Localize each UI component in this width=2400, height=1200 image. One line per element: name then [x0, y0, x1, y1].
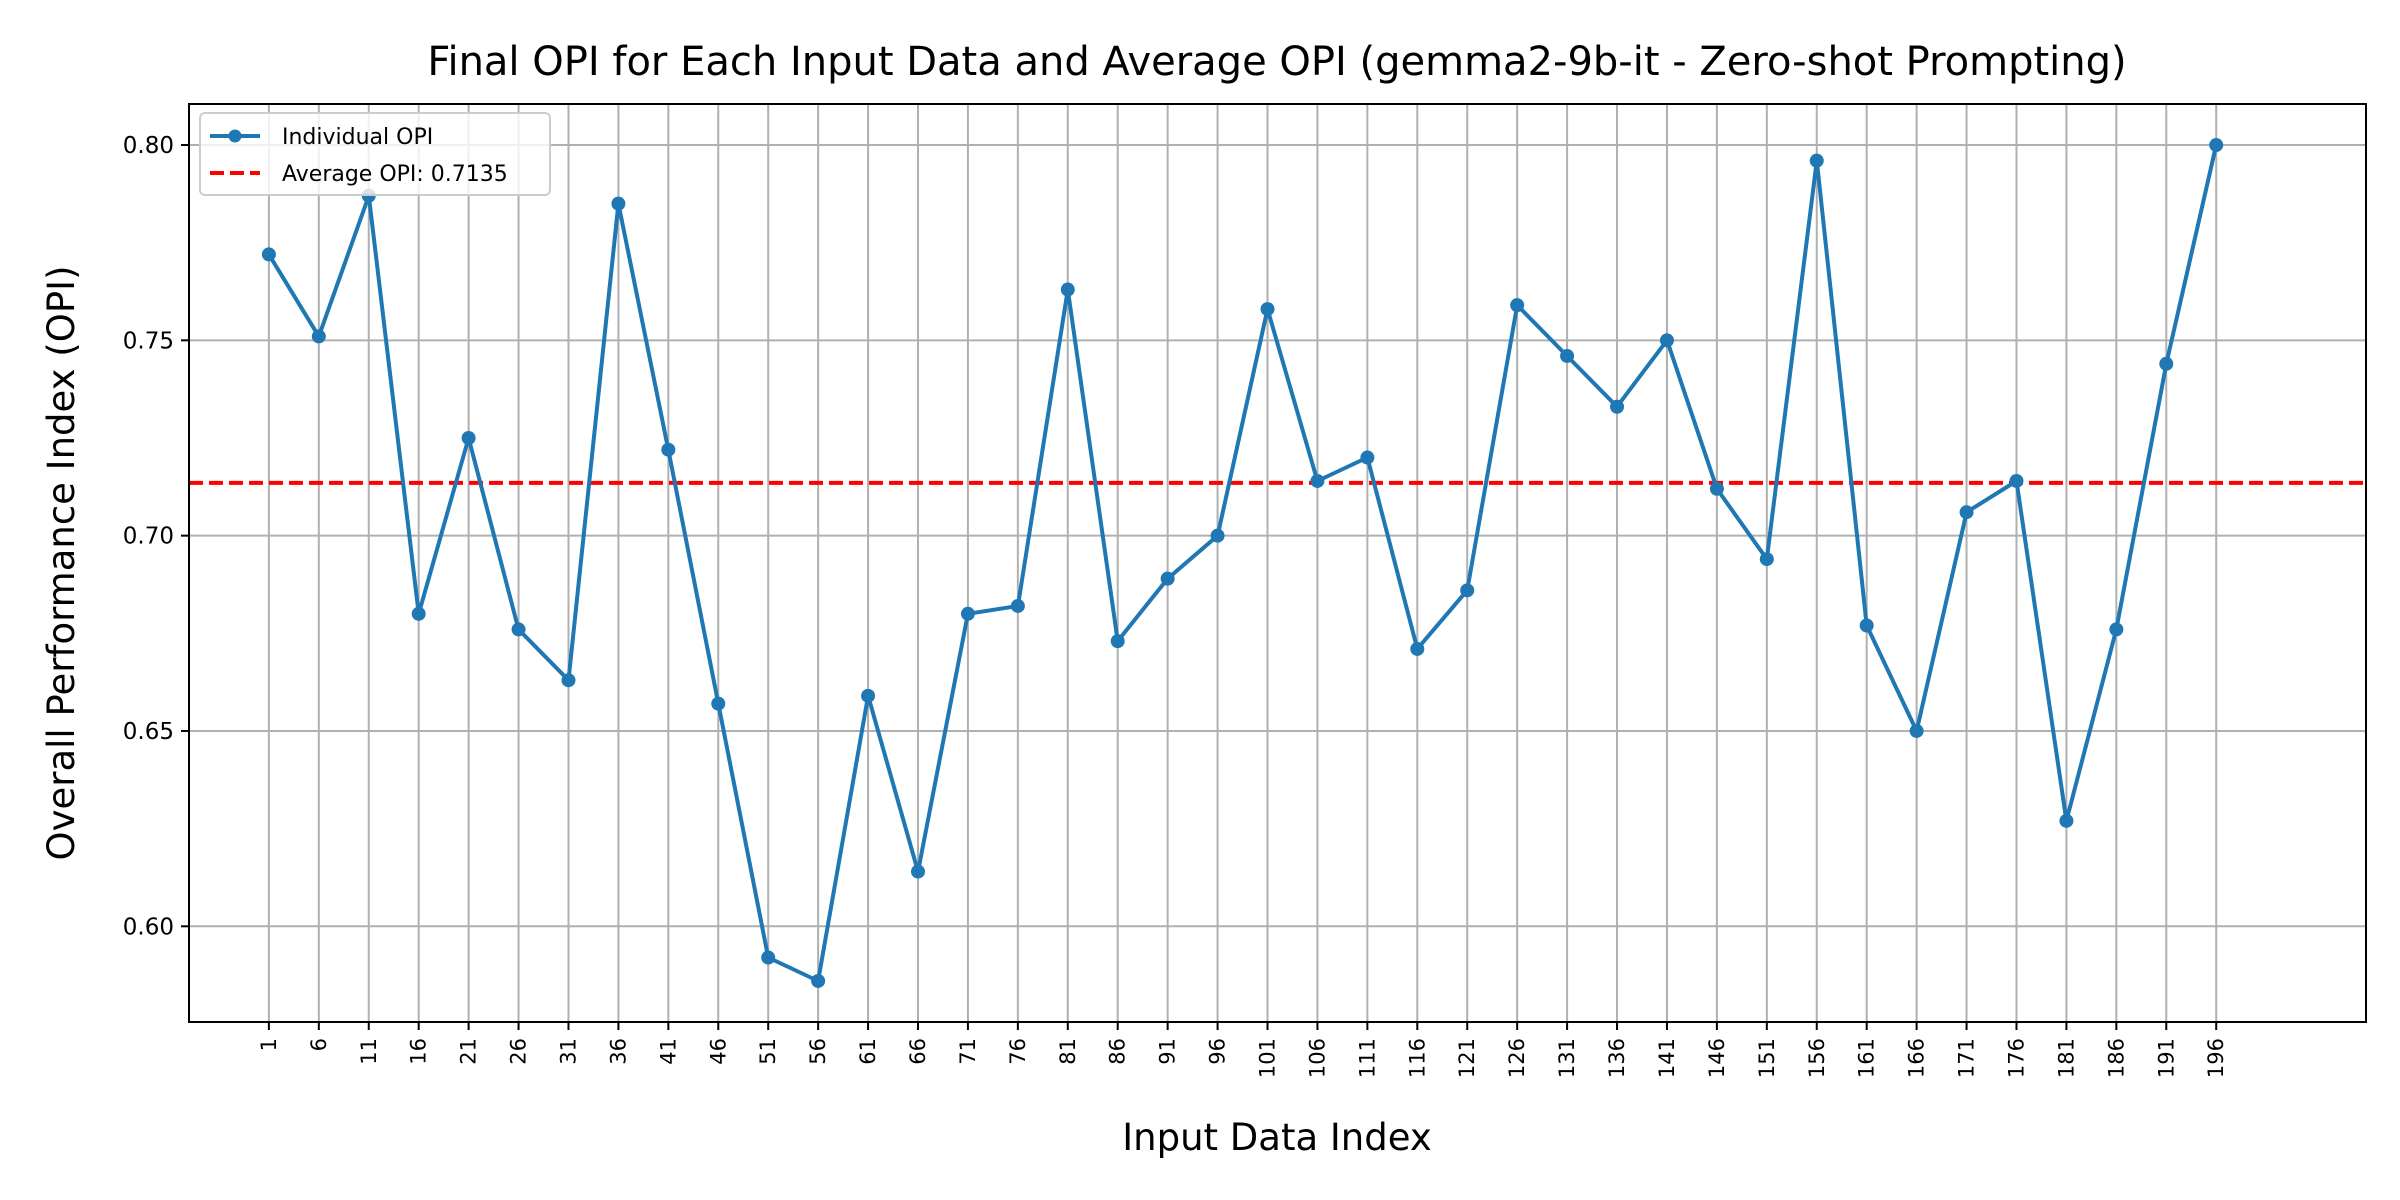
data-point: [411, 606, 426, 621]
data-point: [1659, 333, 1674, 348]
individual-opi-line: [267, 144, 2219, 983]
data-point: [811, 973, 826, 988]
x-tick-label: 176: [2004, 1038, 2028, 1078]
data-point: [910, 864, 925, 879]
data-point: [1110, 634, 1125, 649]
x-tick-label: 146: [1705, 1038, 1729, 1078]
x-tick-label: 86: [1106, 1038, 1130, 1065]
chart-title: Final OPI for Each Input Data and Averag…: [427, 39, 2126, 85]
legend: Individual OPI Average OPI: 0.7135: [199, 112, 551, 196]
data-point: [1560, 348, 1575, 363]
x-tick-label: 31: [556, 1038, 580, 1065]
x-tick-label: 121: [1455, 1038, 1479, 1078]
legend-series-marker: [228, 129, 242, 143]
x-tick-label: 61: [856, 1038, 880, 1065]
grid: [189, 104, 2366, 1022]
x-tick-label: 16: [407, 1038, 431, 1065]
data-point: [1959, 505, 1974, 520]
data-point: [1759, 552, 1774, 567]
series-layer: [261, 138, 2224, 988]
data-point: [1210, 528, 1225, 543]
x-tick-label: 96: [1206, 1038, 1230, 1065]
data-point: [1010, 598, 1025, 613]
data-point: [1310, 473, 1325, 488]
data-point: [1859, 618, 1874, 633]
y-tick-label: 0.60: [123, 914, 174, 940]
data-point: [1610, 399, 1625, 414]
x-tick-label: 21: [457, 1038, 481, 1065]
x-tick-label: 131: [1555, 1038, 1579, 1078]
x-tick-label: 191: [2154, 1038, 2178, 1078]
y-tick-label: 0.80: [123, 133, 174, 159]
legend-series-label: Individual OPI: [282, 125, 433, 150]
x-tick-label: 46: [706, 1038, 730, 1065]
data-point: [511, 622, 526, 637]
data-point: [611, 196, 626, 211]
x-tick-label: 81: [1056, 1038, 1080, 1065]
data-point: [861, 688, 876, 703]
x-tick-label: 181: [2054, 1038, 2078, 1078]
y-tick-label: 0.75: [123, 328, 174, 354]
x-tick-label: 116: [1405, 1038, 1429, 1078]
data-point: [2059, 813, 2074, 828]
x-tick-label: 151: [1755, 1038, 1779, 1078]
data-point: [2159, 356, 2174, 371]
x-tick-label: 1: [257, 1038, 281, 1051]
x-tick-label: 76: [1006, 1038, 1030, 1065]
x-tick-label: 161: [1855, 1038, 1879, 1078]
x-tick-label: 136: [1605, 1038, 1629, 1078]
x-tick-label: 56: [806, 1038, 830, 1065]
x-tick-label: 26: [507, 1038, 531, 1065]
x-tick-label: 111: [1355, 1038, 1379, 1078]
plot-frame: [188, 103, 2367, 1023]
x-tick-label: 186: [2104, 1038, 2128, 1078]
x-tick-label: 91: [1156, 1038, 1180, 1065]
x-tick-label: 6: [307, 1038, 331, 1051]
x-axis-ticks: 1 6 11 16 21 26 31 36 41 46 51 56 61 66 71 76 81 86 91 96 10…: [257, 1022, 2228, 1078]
x-tick-label: 126: [1505, 1038, 1529, 1078]
legend-average-label: Average OPI: 0.7135: [282, 162, 508, 187]
data-point: [1460, 583, 1475, 598]
data-point: [1909, 723, 1924, 738]
data-point: [761, 950, 776, 965]
x-tick-label: 11: [357, 1038, 381, 1065]
data-point: [2109, 622, 2124, 637]
data-point: [960, 606, 975, 621]
data-point: [261, 247, 276, 262]
data-point: [1160, 571, 1175, 586]
data-point: [1410, 641, 1425, 656]
data-point: [711, 696, 726, 711]
data-point: [661, 442, 676, 457]
data-point: [1709, 481, 1724, 496]
legend-box: [199, 112, 551, 196]
y-axis-ticks: 0.60 0.65 0.70 0.75 0.80: [123, 133, 189, 940]
x-tick-label: 36: [606, 1038, 630, 1065]
x-tick-label: 71: [956, 1038, 980, 1065]
x-tick-label: 106: [1305, 1038, 1329, 1078]
data-point: [1260, 302, 1275, 317]
x-tick-label: 101: [1256, 1038, 1280, 1078]
x-tick-label: 51: [756, 1038, 780, 1065]
data-point: [1809, 153, 1824, 168]
data-point: [1510, 298, 1525, 313]
data-point: [1060, 282, 1075, 297]
data-point: [311, 329, 326, 344]
data-point: [461, 430, 476, 445]
x-tick-label: 166: [1905, 1038, 1929, 1078]
x-tick-label: 196: [2204, 1038, 2228, 1078]
data-point: [2209, 138, 2224, 153]
x-tick-label: 66: [906, 1038, 930, 1065]
x-tick-label: 156: [1805, 1038, 1829, 1078]
y-tick-label: 0.65: [123, 719, 174, 745]
x-tick-label: 41: [656, 1038, 680, 1065]
y-axis-label: Overall Performance Index (OPI): [40, 265, 83, 860]
data-point: [1360, 450, 1375, 465]
y-tick-label: 0.70: [123, 524, 174, 550]
data-point: [561, 673, 576, 688]
x-tick-label: 171: [1955, 1038, 1979, 1078]
data-point: [2009, 473, 2024, 488]
x-tick-label: 141: [1655, 1038, 1679, 1078]
x-axis-label: Input Data Index: [1122, 1116, 1432, 1159]
